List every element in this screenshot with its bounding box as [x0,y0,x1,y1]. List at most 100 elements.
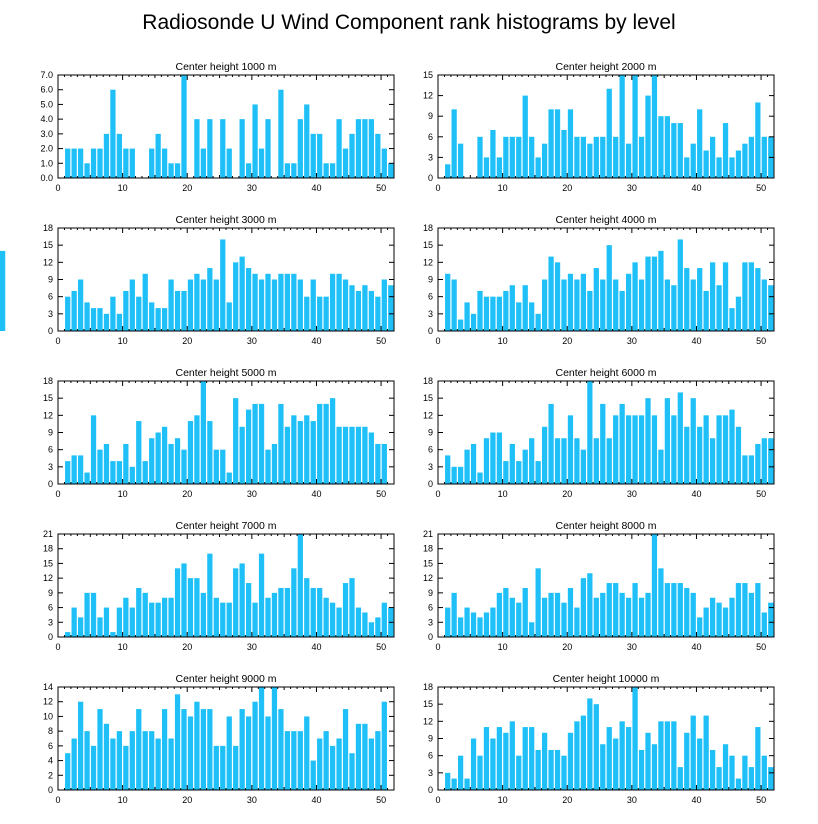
bar [252,273,258,331]
y-tick-label: 0 [48,326,53,336]
bar [613,415,619,484]
bar [368,432,375,484]
x-tick-label: 40 [311,795,321,805]
x-tick-label: 20 [182,795,192,805]
bar [284,587,291,637]
bar [709,749,716,790]
figure-title: Radiosonde U Wind Component rank histogr… [142,11,675,34]
bar [722,607,729,637]
bar [548,403,554,484]
y-tick-label: 0.0 [40,173,53,183]
panel-title: Center height 6000 m [556,367,657,379]
bar [220,745,226,790]
bar [252,701,258,790]
bar [483,296,490,331]
bar [554,438,561,484]
bar [709,597,716,637]
bar [477,136,483,178]
bar [355,290,362,331]
bar [483,438,490,484]
panel-9: Center height 9000 m 0 2 4 6 8 10 12 14 0 10 20 30 40… [43,673,395,805]
bar [768,438,774,484]
bar [200,592,207,637]
bar [625,597,632,637]
bar [755,727,761,790]
bar [323,296,329,331]
bar [503,461,509,484]
y-tick-label: 14 [43,682,53,692]
bar [142,273,148,331]
bar [258,553,265,637]
y-tick-label: 21 [423,529,433,539]
y-tick-label: 0 [428,785,433,795]
bar [580,449,587,484]
x-tick-label: 30 [627,642,637,652]
bar [761,438,767,484]
bar [477,755,483,790]
bar [123,148,129,178]
bar [362,426,368,484]
bar [278,587,284,637]
bar [632,583,638,637]
bar [245,268,252,331]
bar [684,587,690,637]
bar [362,285,368,331]
y-tick-label: 1.0 [40,158,53,168]
bar [317,403,323,484]
bar [168,279,174,331]
bar [567,587,574,637]
bar [470,612,477,637]
bar [129,466,135,484]
x-tick-label: 10 [118,795,128,805]
bar [110,89,116,178]
bar [529,302,535,331]
bar [709,262,716,331]
x-tick-label: 0 [435,642,440,652]
y-tick-label: 12 [43,697,53,707]
x-tick-label: 20 [562,795,572,805]
bar [65,753,71,790]
bar [509,285,515,331]
bar [194,578,200,637]
bar [600,403,606,484]
bar [445,273,451,331]
y-tick-label: 18 [43,223,53,233]
bar [207,268,213,331]
bar [509,443,515,484]
bar [181,563,187,637]
bar [567,415,574,484]
bar [103,607,110,637]
y-tick-label: 3 [428,152,433,162]
bar [0,250,6,331]
bar [142,731,148,790]
bar [245,716,252,790]
y-tick-label: 3 [428,309,433,319]
x-tick-label: 20 [182,183,192,193]
bar [90,592,97,637]
x-tick-label: 40 [691,183,701,193]
y-tick-label: 6 [428,751,433,761]
bar [116,313,123,331]
y-tick-label: 12 [43,573,53,583]
bar [329,273,336,331]
bar [381,148,387,178]
bar [388,163,394,178]
y-tick-label: 9 [428,111,433,121]
panel-title: Center height 8000 m [556,520,657,532]
bar [451,109,457,178]
bar [207,421,213,484]
bar [541,143,548,178]
bar [155,308,161,331]
bar [697,617,703,637]
bar [174,438,181,484]
bar [239,563,245,637]
bar [638,749,645,790]
x-tick-label: 30 [247,183,257,193]
bar [181,290,187,331]
bar [677,583,683,637]
bar [593,136,599,178]
bar [509,721,515,790]
x-tick-label: 40 [691,489,701,499]
bar [362,119,368,178]
bar [342,279,349,331]
